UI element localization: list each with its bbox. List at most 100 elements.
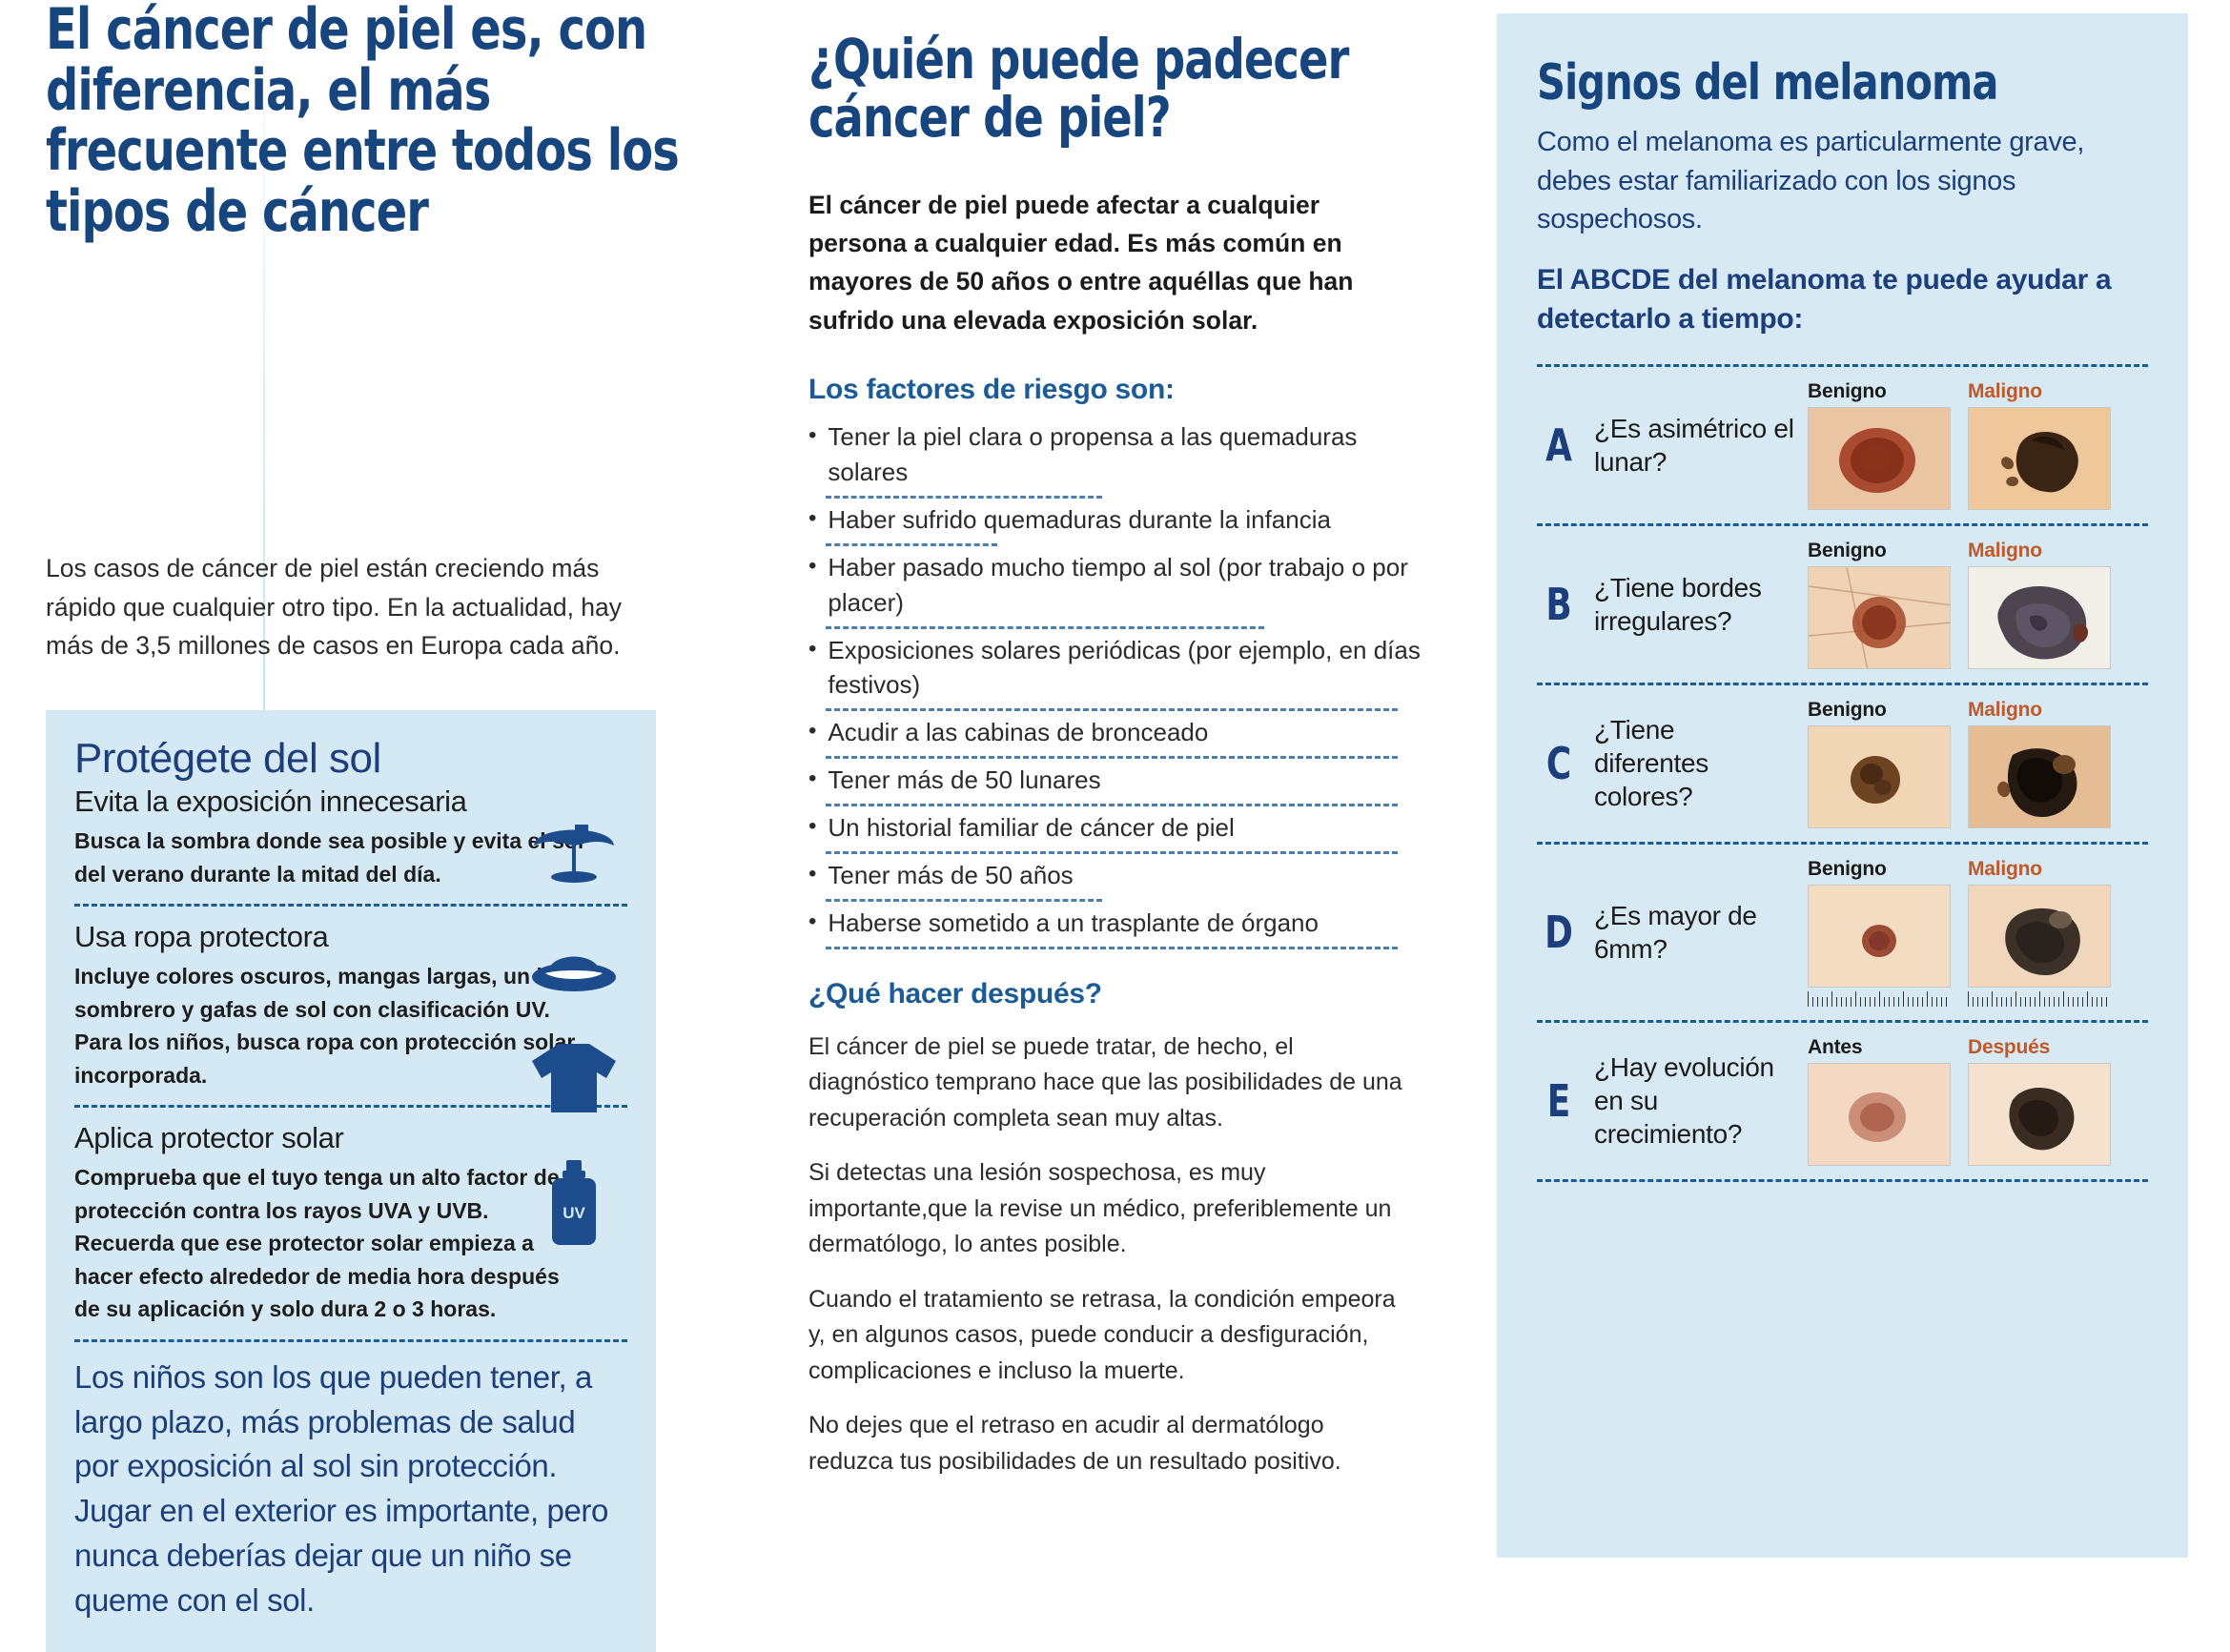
malignant-mole-photo bbox=[1968, 884, 2111, 988]
divider bbox=[826, 495, 1102, 499]
abcde-cell-malignant: Maligno bbox=[1968, 858, 2111, 1007]
right-headline: Signos del melanoma bbox=[1537, 54, 1998, 112]
right-lead-paragraph: Como el melanoma es particularmente grav… bbox=[1537, 127, 2085, 235]
protect-section-body-clothing: Incluye colores oscuros, mangas largas, … bbox=[74, 964, 589, 1088]
abcde-table: A ¿Es asimétrico el lunar? Benigno bbox=[1537, 363, 2148, 1182]
abcde-cell-benign: Benigno bbox=[1808, 699, 1951, 828]
benign-mole-photo bbox=[1808, 406, 1951, 510]
list-item-label: Acudir a las cabinas de bronceado bbox=[828, 718, 1209, 747]
abcde-cell-malignant: Maligno bbox=[1968, 699, 2111, 828]
protect-icon-column: UV bbox=[517, 817, 631, 1248]
abcde-cell-label: Benigno bbox=[1808, 698, 1887, 721]
protect-yourself-box: Protégete del sol Evita la exposición in… bbox=[46, 710, 656, 1652]
what-next-paragraph-2: Si detectas una lesión sospechosa, es mu… bbox=[808, 1159, 1392, 1258]
abcde-images: Benigno bbox=[1808, 858, 2148, 1007]
abcde-cell-benign: Benigno bbox=[1808, 858, 1951, 1007]
protect-section-heading-sunscreen: Aplica protector solar bbox=[74, 1121, 344, 1155]
abcde-row-c: C ¿Tiene diferentes colores? Benigno bbox=[1537, 685, 2148, 842]
divider bbox=[1537, 1019, 2148, 1023]
list-item: • Haber pasado mucho tiempo al sol (por … bbox=[808, 546, 1428, 626]
abcde-letter: A bbox=[1545, 418, 1572, 471]
list-item: • Tener la piel clara o propensa a las q… bbox=[808, 416, 1428, 496]
benign-mole-photo bbox=[1808, 884, 1951, 988]
list-item: • Un historial familiar de cáncer de pie… bbox=[808, 806, 1428, 851]
divider bbox=[74, 904, 627, 908]
abcde-cell-label: Maligno bbox=[1968, 857, 2042, 880]
abcde-cell-label: Benigno bbox=[1808, 379, 1887, 402]
divider bbox=[826, 804, 1398, 807]
right-abcde-intro: El ABCDE del melanoma te puede ayudar a … bbox=[1537, 263, 2112, 336]
mole-after-photo bbox=[1968, 1062, 2111, 1166]
abcde-cell-malignant: Maligno bbox=[1968, 540, 2111, 669]
divider bbox=[1537, 1178, 2148, 1182]
abcde-letter: D bbox=[1545, 906, 1573, 958]
list-item: • Haberse sometido a un trasplante de ór… bbox=[808, 902, 1428, 947]
abcde-cell-benign: Benigno bbox=[1808, 540, 1951, 669]
list-item: • Acudir a las cabinas de bronceado bbox=[808, 711, 1428, 756]
abcde-images: Antes Después bbox=[1808, 1036, 2148, 1166]
bullet-dot-icon: • bbox=[808, 861, 817, 887]
abcde-cell-benign: Benigno bbox=[1808, 380, 1951, 510]
risk-factors-list: • Tener la piel clara o propensa a las q… bbox=[808, 416, 1428, 949]
abcde-question: ¿Tiene diferentes colores? bbox=[1594, 715, 1708, 812]
divider bbox=[826, 898, 1102, 902]
list-item-label: Haberse sometido a un trasplante de órga… bbox=[828, 908, 1319, 937]
bullet-dot-icon: • bbox=[808, 718, 817, 744]
bullet-dot-icon: • bbox=[808, 552, 817, 579]
protect-section-heading-clothing: Usa ropa protectora bbox=[74, 920, 329, 954]
abcde-question: ¿Tiene bordes irregulares? bbox=[1594, 572, 1762, 636]
list-item-label: Haber pasado mucho tiempo al sol (por tr… bbox=[828, 552, 1408, 617]
column-middle: ¿Quién puede padecer cáncer de piel? El … bbox=[808, 0, 1428, 1579]
abcde-cell-label: Maligno bbox=[1968, 379, 2042, 402]
protect-kids-note: Los niños son los que pueden tener, a la… bbox=[74, 1358, 608, 1618]
abcde-question: ¿Es asimétrico el lunar? bbox=[1594, 413, 1794, 477]
what-next-paragraph-1: El cáncer de piel se puede tratar, de he… bbox=[808, 1032, 1402, 1132]
list-item: • Exposiciones solares periódicas (por e… bbox=[808, 629, 1428, 709]
divider bbox=[826, 851, 1398, 855]
malignant-mole-photo bbox=[1968, 724, 2111, 828]
malignant-mole-photo bbox=[1968, 406, 2111, 510]
measurement-ruler-icon bbox=[1808, 989, 1951, 1007]
benign-mole-photo bbox=[1808, 565, 1951, 669]
benign-mole-photo bbox=[1808, 724, 1951, 828]
divider bbox=[826, 946, 1398, 949]
bullet-dot-icon: • bbox=[808, 908, 817, 934]
abcde-cell-label: Maligno bbox=[1968, 539, 2042, 561]
protect-box-title: Protégete del sol bbox=[74, 735, 381, 783]
divider bbox=[826, 542, 997, 546]
left-intro-paragraph: Los casos de cáncer de piel están crecie… bbox=[46, 554, 623, 660]
what-next-paragraph-3: Cuando el tratamiento se retrasa, la con… bbox=[808, 1285, 1396, 1384]
abcde-cell-malignant: Maligno bbox=[1968, 380, 2111, 510]
column-right-melanoma-panel: Signos del melanoma Como el melanoma es … bbox=[1497, 13, 2188, 1558]
beach-umbrella-icon bbox=[528, 817, 620, 886]
abcde-cell-label: Benigno bbox=[1808, 857, 1887, 880]
abcde-row-a: A ¿Es asimétrico el lunar? Benigno bbox=[1537, 367, 2148, 523]
abcde-cell-label: Maligno bbox=[1968, 698, 2042, 721]
divider bbox=[1537, 363, 2148, 367]
abcde-letter: C bbox=[1545, 737, 1572, 789]
abcde-cell-label: Después bbox=[1968, 1035, 2051, 1058]
bullet-dot-icon: • bbox=[808, 422, 817, 448]
left-headline: El cáncer de piel es, con diferencia, el… bbox=[46, 0, 680, 245]
abcde-cell-label: Antes bbox=[1808, 1035, 1863, 1058]
abcde-row-e: E ¿Hay evolución en su crecimiento? Ante… bbox=[1537, 1023, 2148, 1179]
column-left: El cáncer de piel es, con diferencia, el… bbox=[46, 0, 742, 1652]
list-item-label: Exposiciones solares periódicas (por eje… bbox=[828, 635, 1421, 700]
abcde-question: ¿Hay evolución en su crecimiento? bbox=[1594, 1052, 1774, 1150]
divider bbox=[74, 1338, 627, 1342]
protect-section-body-sunscreen: Comprueba que el tuyo tenga un alto fact… bbox=[74, 1165, 560, 1322]
risk-factors-heading: Los factores de riesgo son: bbox=[808, 374, 1175, 405]
bullet-dot-icon: • bbox=[808, 504, 817, 531]
divider bbox=[826, 708, 1398, 712]
divider bbox=[1537, 682, 2148, 685]
bullet-dot-icon: • bbox=[808, 813, 817, 840]
list-item-label: Tener la piel clara o propensa a las que… bbox=[828, 422, 1358, 486]
divider bbox=[1537, 522, 2148, 526]
divider bbox=[826, 625, 1264, 629]
abcde-images: Benigno bbox=[1808, 540, 2148, 669]
list-item-label: Haber sufrido quemaduras durante la infa… bbox=[828, 504, 1331, 534]
divider bbox=[74, 1105, 627, 1109]
divider bbox=[1537, 841, 2148, 845]
abcde-images: Benigno Maligno bbox=[1808, 699, 2148, 828]
bullet-dot-icon: • bbox=[808, 765, 817, 792]
